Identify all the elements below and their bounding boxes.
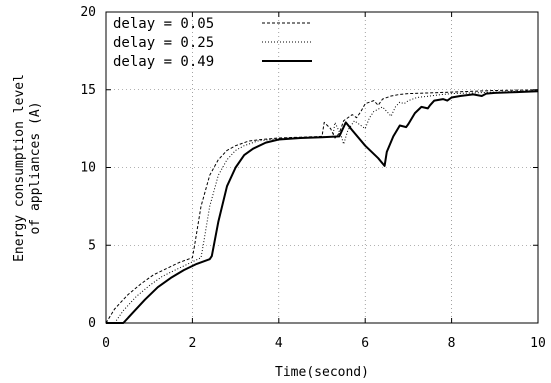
x-tick-label-3: 6 [361, 336, 369, 351]
legend: delay = 0.05 delay = 0.25 delay = 0.49 [113, 16, 312, 70]
series-line-3 [106, 91, 538, 323]
y-tick-label-4: 20 [80, 5, 96, 20]
x-tick-label-1: 2 [188, 336, 196, 351]
x-axis-label: Time(second) [275, 365, 369, 380]
x-tick-label-0: 0 [102, 336, 110, 351]
y-axis-label-line-2: of appliances (A) [28, 101, 43, 234]
legend-label-1: delay = 0.05 [113, 16, 214, 32]
legend-label-3: delay = 0.49 [113, 54, 214, 70]
y-tick-label-2: 10 [80, 161, 96, 176]
x-tick-label-5: 10 [530, 336, 546, 351]
y-axis-label-line-1: Energy consumption level [12, 74, 27, 262]
series-lines [106, 90, 538, 323]
y-tick-label-1: 5 [88, 238, 96, 253]
series-line-2 [115, 91, 538, 324]
y-axis-label: Energy consumption level of appliances (… [12, 74, 43, 262]
y-tick-label-3: 15 [80, 83, 96, 98]
x-tick-label-2: 4 [275, 336, 283, 351]
y-tick-label-0: 0 [88, 316, 96, 331]
series-line-1 [106, 90, 538, 323]
legend-label-2: delay = 0.25 [113, 35, 214, 51]
x-tick-label-4: 8 [448, 336, 456, 351]
